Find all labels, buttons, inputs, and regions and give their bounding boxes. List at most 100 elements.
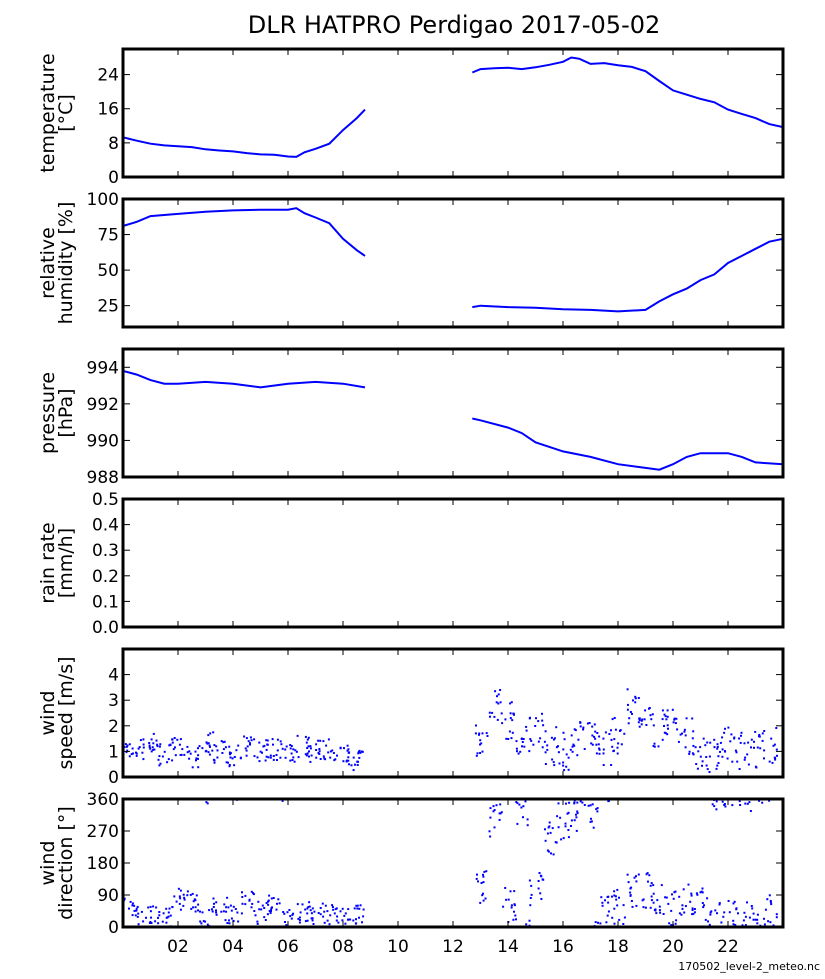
data-point	[616, 752, 619, 755]
data-point	[269, 754, 272, 757]
data-point	[544, 828, 546, 831]
axes-frame	[121, 647, 785, 779]
data-point	[528, 750, 531, 753]
data-point	[194, 750, 197, 753]
data-point	[359, 904, 362, 907]
data-point	[325, 744, 328, 747]
data-point	[642, 906, 645, 909]
data-point	[475, 724, 477, 727]
y-tick-label: 1	[108, 742, 119, 762]
data-point	[685, 717, 688, 720]
data-point	[596, 732, 599, 734]
data-point	[638, 725, 641, 728]
data-point	[691, 752, 694, 755]
data-point	[272, 758, 275, 761]
data-point	[250, 739, 253, 742]
data-point	[589, 820, 592, 823]
data-point	[674, 890, 677, 893]
data-point	[721, 800, 724, 803]
data-point	[573, 728, 576, 731]
data-point	[763, 749, 766, 752]
data-point	[511, 731, 514, 734]
data-point	[349, 918, 352, 921]
data-point	[479, 752, 482, 754]
data-point	[304, 753, 307, 756]
data-point	[735, 907, 738, 910]
data-point	[241, 896, 244, 898]
data-point	[215, 901, 218, 904]
data-point	[693, 911, 696, 914]
data-point	[496, 695, 498, 698]
data-point	[721, 755, 724, 758]
data-point	[683, 728, 686, 731]
x-tick-label: 10	[387, 937, 409, 957]
data-point	[597, 921, 599, 924]
data-point	[534, 725, 537, 727]
data-point	[570, 819, 573, 822]
data-point	[485, 732, 488, 735]
data-point	[509, 702, 512, 705]
data-point	[690, 894, 693, 897]
data-point	[739, 741, 742, 744]
data-point	[220, 910, 223, 913]
data-point	[576, 812, 579, 815]
data-point	[635, 904, 638, 907]
data-point	[339, 746, 342, 749]
data-point	[551, 758, 554, 761]
data-point	[614, 895, 617, 898]
data-point	[153, 748, 156, 751]
data-point	[192, 900, 195, 903]
data-point	[510, 701, 513, 704]
data-point	[237, 744, 240, 747]
data-point	[222, 741, 225, 744]
data-point	[658, 909, 661, 912]
data-point	[147, 906, 150, 909]
data-point	[516, 822, 519, 825]
data-point	[557, 826, 560, 829]
data-point	[327, 738, 330, 741]
data-point	[604, 899, 606, 902]
data-point	[268, 910, 271, 912]
data-point	[510, 904, 513, 907]
data-point	[702, 906, 705, 909]
data-point	[286, 911, 289, 914]
data-point	[189, 893, 192, 896]
data-point	[215, 745, 218, 748]
data-point	[191, 892, 194, 895]
data-point	[197, 903, 200, 906]
data-point	[228, 764, 231, 766]
data-point	[171, 738, 174, 741]
data-point	[332, 752, 335, 754]
data-point	[598, 748, 601, 751]
data-point	[629, 891, 632, 894]
data-point	[563, 738, 566, 741]
y-axis-label: pressure	[37, 372, 59, 454]
data-point	[232, 905, 235, 908]
data-point	[174, 754, 177, 757]
data-point	[573, 744, 576, 747]
y-axis-label: rain rate	[37, 522, 59, 603]
data-point	[770, 737, 773, 740]
data-point	[352, 919, 355, 922]
data-point	[250, 906, 253, 909]
data-point	[493, 715, 496, 718]
data-point	[678, 895, 681, 898]
data-point	[227, 761, 229, 764]
data-point	[519, 750, 522, 753]
data-point	[486, 735, 489, 737]
data-point	[516, 802, 519, 805]
data-point	[775, 748, 778, 751]
data-point	[634, 695, 637, 698]
data-point	[683, 730, 686, 733]
series-line-0-1	[471, 56, 784, 129]
data-point	[167, 911, 170, 914]
data-point	[343, 914, 346, 917]
data-point	[732, 919, 735, 922]
data-point	[719, 741, 722, 744]
data-point	[206, 923, 209, 926]
data-point	[768, 894, 771, 897]
data-point	[148, 744, 151, 747]
data-point	[171, 741, 174, 744]
data-point	[482, 873, 484, 876]
data-point	[260, 908, 263, 911]
